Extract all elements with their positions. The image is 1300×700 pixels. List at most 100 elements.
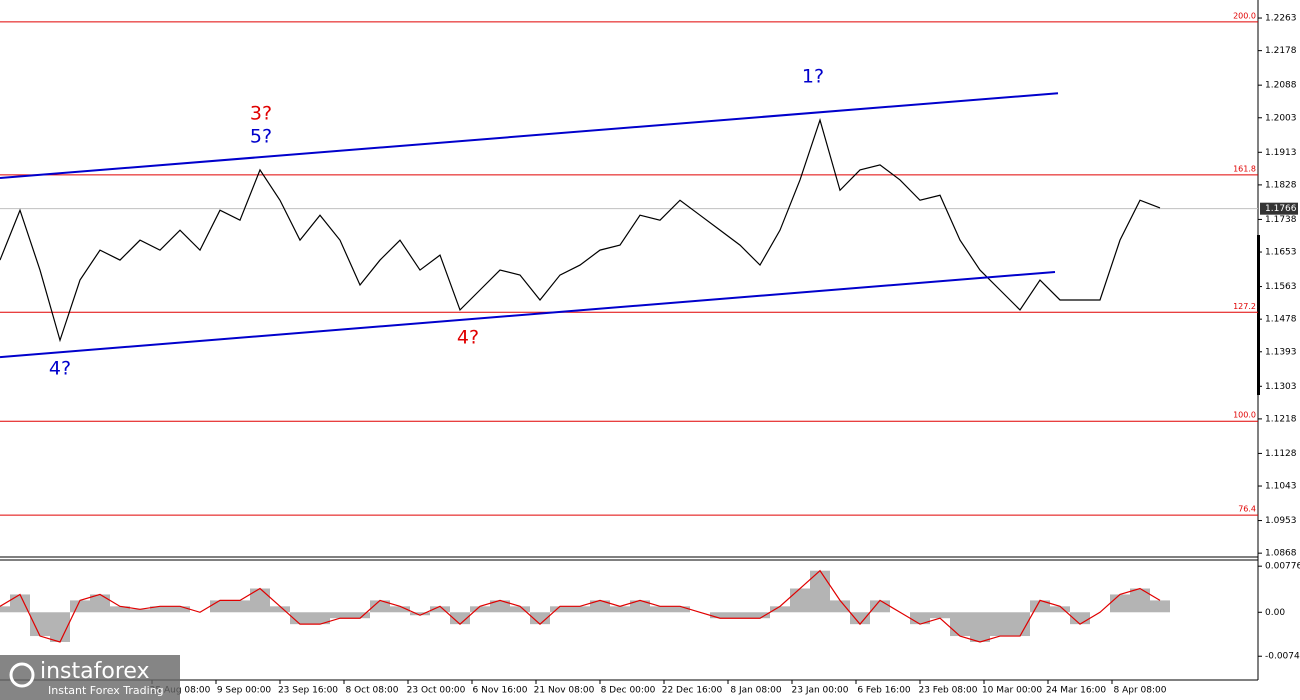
y-tick-label: 1.1738	[1265, 215, 1297, 225]
macd-y-tick-label: 0.00776	[1265, 562, 1300, 572]
macd-bar	[710, 612, 730, 619]
y-tick-label: 1.2088	[1265, 81, 1297, 91]
macd-bar	[1130, 588, 1150, 613]
y-tick-label: 1.1043	[1265, 482, 1297, 492]
macd-bar	[770, 606, 790, 613]
macd-bar	[350, 612, 370, 619]
macd-bar	[1150, 600, 1170, 613]
macd-bar	[170, 606, 190, 613]
y-tick-label: 1.1128	[1265, 449, 1297, 459]
macd-bar	[10, 594, 30, 613]
macd-bar	[590, 600, 610, 613]
x-tick-label: 8 Jan 08:00	[730, 686, 782, 696]
y-tick-label: 1.1303	[1265, 382, 1297, 392]
macd-bar	[910, 612, 930, 625]
channel-line	[0, 92, 1059, 179]
macd-bar	[730, 612, 750, 619]
wave-label: 4?	[49, 358, 71, 380]
channel-line	[0, 270, 1056, 359]
fib-level-label: 161.8	[1233, 164, 1256, 173]
x-tick-label: 21 Nov 08:00	[534, 686, 595, 696]
x-tick-label: 22 Dec 16:00	[662, 686, 723, 696]
macd-bar	[950, 612, 970, 637]
macd-bar	[430, 606, 450, 613]
macd-bar	[830, 600, 850, 613]
macd-y-tick-label: -0.0074	[1265, 652, 1300, 662]
x-tick-label: 8 Dec 00:00	[601, 686, 656, 696]
macd-bar	[110, 606, 130, 613]
fib-level-label: 100.0	[1233, 411, 1256, 420]
scroll-bar	[1257, 235, 1260, 395]
macd-bar	[250, 588, 270, 613]
macd-bar	[330, 612, 350, 619]
x-tick-label: 25 Aug 08:00	[150, 686, 211, 696]
y-tick-label: 1.2178	[1265, 46, 1297, 56]
x-tick-label: 23 Oct 00:00	[407, 686, 466, 696]
y-tick-label: 1.1478	[1265, 315, 1297, 325]
macd-bar	[530, 612, 550, 625]
fib-level-label: 76.4	[1238, 505, 1256, 514]
macd-bar	[150, 606, 170, 613]
wave-label: 1?	[802, 66, 824, 88]
macd-bar	[930, 612, 950, 619]
macd-bar	[850, 612, 870, 625]
y-tick-label: 1.0953	[1265, 516, 1297, 526]
macd-bar	[1070, 612, 1090, 625]
y-tick-label: 1.0868	[1265, 549, 1297, 559]
fib-level-label: 127.2	[1233, 302, 1256, 311]
x-tick-label: 8 Oct 08:00	[346, 686, 399, 696]
x-tick-label: 23 Sep 16:00	[278, 686, 338, 696]
macd-bar	[990, 612, 1010, 637]
macd-bar	[390, 606, 410, 613]
y-tick-label: 1.1828	[1265, 180, 1297, 190]
macd-bar	[1050, 606, 1070, 613]
macd-bar	[550, 606, 570, 613]
current-price-label: 1.1766	[1265, 204, 1297, 214]
macd-bar	[1030, 600, 1050, 613]
y-tick-label: 1.2003	[1265, 113, 1297, 123]
macd-bar	[70, 600, 90, 613]
y-tick-label: 1.2263	[1265, 14, 1297, 24]
y-tick-label: 1.1913	[1265, 148, 1297, 158]
y-tick-label: 1.1393	[1265, 347, 1297, 357]
macd-bar	[370, 600, 390, 613]
macd-bar	[870, 600, 890, 613]
macd-bar	[290, 612, 310, 625]
x-tick-label: 23 Feb 08:00	[918, 686, 977, 696]
macd-bar	[670, 606, 690, 613]
macd-bar	[470, 606, 490, 613]
y-tick-label: 1.1653	[1265, 248, 1297, 258]
current-price-box	[1260, 202, 1298, 215]
macd-bar	[30, 612, 50, 637]
macd-bar	[90, 594, 110, 613]
macd-bar	[1010, 612, 1030, 637]
macd-bar	[510, 606, 530, 613]
x-tick-label: 8 Apr 08:00	[1114, 686, 1167, 696]
x-tick-label: 23 Jan 00:00	[792, 686, 849, 696]
macd-bar	[650, 606, 670, 613]
wave-label: 4?	[457, 327, 479, 349]
watermark-brand: instaforex	[40, 659, 150, 684]
macd-bar	[210, 600, 230, 613]
wave-label: 3?	[250, 103, 272, 125]
x-tick-label: 6 Feb 16:00	[857, 686, 911, 696]
macd-y-tick-label: 0.00	[1265, 608, 1285, 618]
macd-bar	[270, 606, 290, 613]
price-line	[0, 118, 1161, 343]
watermark-bg	[0, 655, 180, 700]
watermark-logo	[9, 662, 35, 688]
x-tick-label: 24 Mar 16:00	[1046, 686, 1106, 696]
macd-bar	[1110, 594, 1130, 613]
macd-bar	[610, 606, 630, 613]
wave-label: 5?	[250, 126, 272, 148]
macd-bar	[410, 612, 430, 616]
macd-bar	[490, 600, 510, 613]
x-tick-label: 9 Sep 00:00	[217, 686, 272, 696]
macd-bar	[570, 606, 590, 613]
fib-level-label: 200.0	[1233, 11, 1256, 20]
macd-signal	[0, 569, 1161, 643]
macd-bar	[970, 612, 990, 642]
macd-bar	[50, 612, 70, 642]
